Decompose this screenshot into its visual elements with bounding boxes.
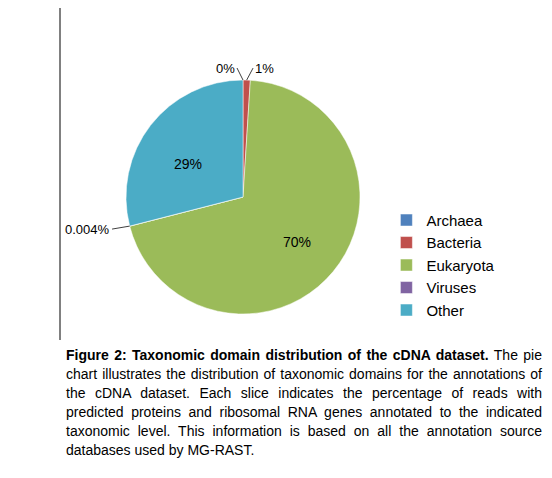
svg-text:Eukaryota: Eukaryota [426,257,494,274]
svg-text:29%: 29% [174,156,202,172]
svg-text:Viruses: Viruses [426,279,476,296]
svg-text:Other: Other [426,302,464,319]
svg-text:0.004%: 0.004% [65,222,110,237]
html-text:Figure 2: Taxonomic domain dis: Figure 2: Taxonomic domain distribution … [66,347,542,458]
svg-text:1%: 1% [255,61,274,76]
svg-text:Archaea: Archaea [426,212,483,229]
svg-text:70%: 70% [283,234,311,250]
svg-text:0%: 0% [216,61,235,76]
svg-text:Bacteria: Bacteria [426,234,482,251]
